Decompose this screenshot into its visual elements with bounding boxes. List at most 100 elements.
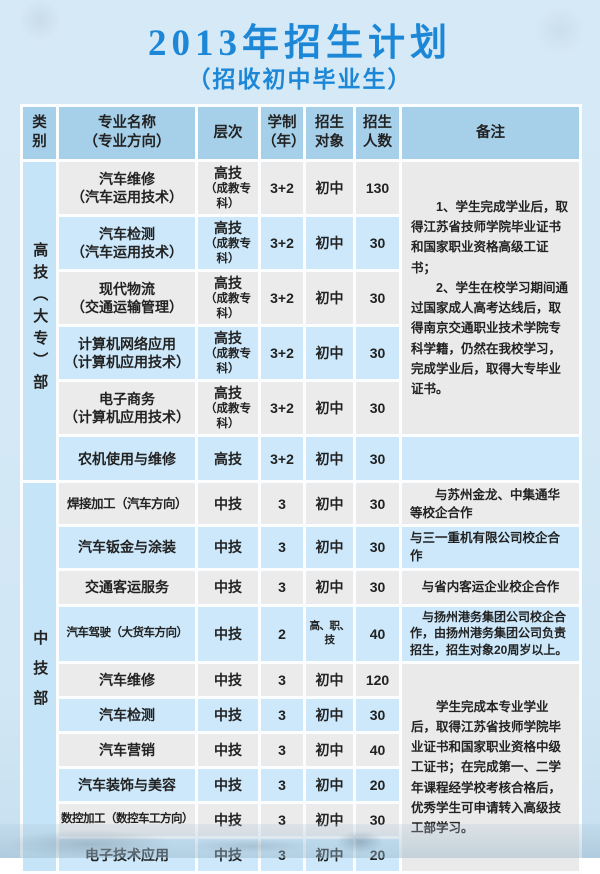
count-cell: 30 [356,272,399,325]
target-cell: 初中 [306,437,353,481]
target-cell: 初中 [306,663,353,696]
count-cell: 20 [356,768,399,801]
major-name-cell: 汽车驾驶（大货车方向） [59,606,195,661]
duration-cell: 3+2 [261,217,303,270]
count-cell: 30 [356,570,399,604]
count-cell: 30 [356,698,399,731]
level-sub: （成教专科） [205,403,251,431]
major-name-cell: 汽车营销 [59,733,195,766]
table-row: 现代物流 （交通运输管理） 高技 （成教专科） 3+2 初中 30 [23,272,579,325]
page-subtitle: （招收初中毕业生） [187,67,413,92]
major-name: 电子商务 [99,391,155,408]
level-sub: （成教专科） [205,348,251,376]
major-name-cell: 汽车维修 [59,663,195,696]
table-row: 汽车装饰与美容 中技 3 初中 20 [23,768,579,801]
level: 高技 [214,165,242,181]
count-cell: 30 [356,217,399,270]
enrollment-table: 类 别 专业名称 （专业方向） 层次 学制 （年） 招生 对象 招生 人数 备注… [20,104,582,874]
level-sub: （成教专科） [205,183,251,211]
duration-cell: 3 [261,768,303,801]
section-label-text: 中技部 [31,630,49,721]
faded-photo-background [0,824,600,858]
section-label-text: 高技（大专）部 [31,242,49,397]
target-cell: 初中 [306,698,353,731]
remark-paragraph: 2、学生在校学习期间通过国家成人高考达线后，取得南京交通职业技术学院专科学籍，仍… [411,280,568,397]
page-title: 2013年招生计划 [148,23,452,64]
target-cell: 初中 [306,217,353,270]
target-cell: 初中 [306,768,353,801]
major-name-cell: 汽车钣金与涂装 [59,527,195,568]
target-cell: 高、职、技 [306,606,353,661]
col-header-target: 招生 对象 [306,107,353,159]
target-cell: 初中 [306,570,353,604]
table-row: 电子商务 （计算机应用技术） 高技 （成教专科） 3+2 初中 30 [23,382,579,435]
count-cell: 30 [356,527,399,568]
level-cell: 高技 [198,437,258,481]
remark-cell: 与扬州港务集团公司校企合作，由扬州港务集团公司负责招生，招生对象20周岁以上。 [402,606,579,661]
level-cell: 中技 [198,698,258,731]
level-cell: 中技 [198,483,258,525]
target-cell: 初中 [306,162,353,215]
duration-cell: 3 [261,698,303,731]
major-name-cell: 交通客运服务 [59,570,195,604]
level: 高技 [214,275,242,292]
remark-paragraph: 1、学生完成学业后，取得江苏省技师学院毕业证书和国家职业资格高级工证书； [411,199,568,275]
major-name-cell: 汽车检测 [59,698,195,731]
major-name: 汽车维修 [99,170,155,187]
target-cell: 初中 [306,272,353,325]
table-row: 农机使用与维修 高技 3+2 初中 30 [23,437,579,481]
level-cell: 高技 （成教专科） [198,272,258,325]
level-cell: 中技 [198,663,258,696]
remark-gaoji: 1、学生完成学业后，取得江苏省技师学院毕业证书和国家职业资格高级工证书； 2、学… [402,162,579,435]
duration-cell: 3 [261,570,303,604]
duration-cell: 3 [261,527,303,568]
count-cell: 40 [356,606,399,661]
major-name-cell: 计算机网络应用 （计算机应用技术） [59,327,195,380]
duration-cell: 2 [261,606,303,661]
level-sub: （成教专科） [205,238,251,266]
col-header-count: 招生 人数 [356,107,399,159]
col-header-level: 层次 [198,107,258,159]
count-cell: 30 [356,437,399,481]
count-cell: 30 [356,483,399,525]
level-cell: 高技 （成教专科） [198,327,258,380]
major-name-cell: 汽车维修 （汽车运用技术） [59,162,195,215]
col-header-category: 类 别 [23,107,56,159]
level-cell: 中技 [198,768,258,801]
level: 高技 [214,385,242,402]
target-cell: 初中 [306,483,353,525]
table-row: 中技部 焊接加工（汽车方向） 中技 3 初中 30 与苏州金龙、中集通华等校企合… [23,483,579,871]
remark-cell: 与三一重机有限公司校企合作 [402,527,579,568]
level-cell: 高技 （成教专科） [198,382,258,435]
target-cell: 初中 [306,527,353,568]
major-direction: （汽车运用技术） [71,189,183,206]
col-header-duration: 学制 （年） [261,107,306,159]
major-name-cell: 现代物流 （交通运输管理） [59,272,195,325]
count-cell: 40 [356,733,399,766]
major-name: 现代物流 [99,280,155,297]
major-direction: （交通运输管理） [71,299,183,316]
level-sub: （成教专科） [205,293,251,321]
level-cell: 高技 （成教专科） [198,162,258,215]
major-name-cell: 农机使用与维修 [59,437,195,481]
level-cell: 中技 [198,606,258,661]
major-direction: （汽车运用技术） [71,244,183,261]
level: 高技 [214,220,242,237]
major-direction: （计算机应用技术） [64,409,190,426]
table-row: 汽车检测 中技 3 初中 30 [23,698,579,731]
count-cell: 120 [356,663,399,696]
table-row: 汽车驾驶（大货车方向） 中技 2 高、职、技 40 与扬州港务集团公司校企合作，… [23,606,579,661]
duration-cell: 3+2 [261,162,303,215]
count-cell: 30 [356,382,399,435]
section-label-gaoji: 高技（大专）部 [23,162,56,481]
table-row: 交通客运服务 中技 3 初中 30 与省内客运企业校企合作 [23,570,579,604]
duration-cell: 3 [261,733,303,766]
section-label-zhongji: 中技部 [23,483,56,871]
count-cell: 30 [356,327,399,380]
level-cell: 高技 （成教专科） [198,217,258,270]
level-cell: 中技 [198,527,258,568]
duration-cell: 3 [261,483,303,525]
major-direction: （计算机应用技术） [64,354,190,371]
col-header-major: 专业名称 （专业方向） [59,107,195,159]
major-name-cell: 汽车装饰与美容 [59,768,195,801]
